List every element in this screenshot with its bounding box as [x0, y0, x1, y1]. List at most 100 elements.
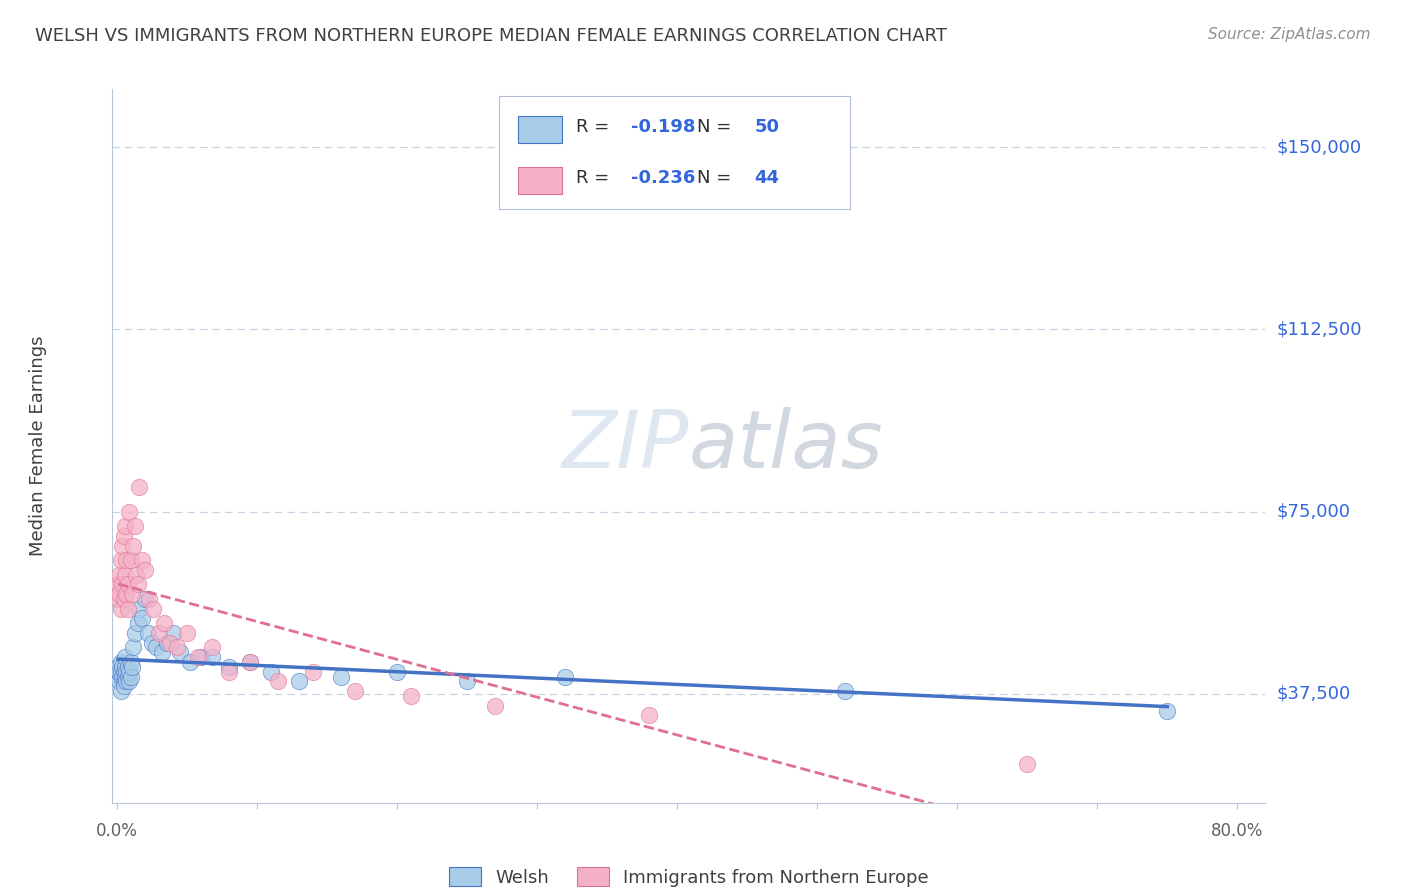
- Point: [107, 577, 129, 591]
- Point: [117, 670, 139, 684]
- Point: [153, 616, 176, 631]
- Point: [111, 539, 134, 553]
- Point: [114, 650, 136, 665]
- Point: [110, 655, 132, 669]
- Point: [834, 684, 856, 698]
- Point: [114, 567, 136, 582]
- Point: [1017, 756, 1039, 771]
- Point: [118, 674, 141, 689]
- Point: [125, 567, 148, 582]
- Point: [107, 591, 129, 606]
- Point: [110, 684, 132, 698]
- Point: [166, 640, 188, 655]
- Text: R =: R =: [576, 169, 614, 187]
- Point: [638, 708, 661, 723]
- Text: 80.0%: 80.0%: [1211, 822, 1264, 840]
- Point: [124, 519, 146, 533]
- Point: [122, 539, 145, 553]
- Point: [150, 645, 173, 659]
- Point: [128, 601, 150, 615]
- Point: [111, 670, 134, 684]
- Point: [108, 567, 131, 582]
- Point: [239, 655, 262, 669]
- Point: [112, 529, 135, 543]
- Point: [121, 660, 143, 674]
- Point: [134, 563, 156, 577]
- Point: [136, 626, 159, 640]
- Point: [169, 645, 191, 659]
- Point: [131, 611, 153, 625]
- Point: [118, 504, 141, 518]
- Point: [110, 601, 132, 615]
- Text: R =: R =: [576, 118, 614, 136]
- Point: [124, 626, 146, 640]
- Point: [399, 689, 422, 703]
- Point: [131, 553, 153, 567]
- Point: [187, 650, 209, 665]
- Point: [114, 670, 136, 684]
- Text: -0.198: -0.198: [631, 118, 696, 136]
- Point: [120, 655, 142, 669]
- Point: [239, 655, 262, 669]
- Point: [201, 640, 224, 655]
- Point: [117, 577, 139, 591]
- Point: [115, 674, 138, 689]
- Point: [111, 660, 134, 674]
- Point: [343, 684, 366, 698]
- Point: [128, 480, 150, 494]
- Point: [108, 674, 131, 689]
- Point: [108, 587, 131, 601]
- Point: [288, 674, 311, 689]
- Point: [145, 640, 167, 655]
- Point: [218, 660, 240, 674]
- Point: [159, 635, 181, 649]
- Point: [107, 660, 129, 674]
- Point: [148, 626, 170, 640]
- Text: ZIP: ZIP: [561, 407, 689, 485]
- Point: [112, 679, 135, 693]
- Point: [112, 674, 135, 689]
- Point: [114, 519, 136, 533]
- Point: [111, 577, 134, 591]
- Point: [127, 616, 149, 631]
- Point: [260, 665, 283, 679]
- Point: [554, 670, 576, 684]
- Bar: [519, 116, 562, 143]
- Text: $112,500: $112,500: [1277, 320, 1362, 338]
- Point: [107, 670, 129, 684]
- Point: [218, 665, 240, 679]
- Text: N =: N =: [697, 169, 737, 187]
- Point: [114, 660, 136, 674]
- Point: [115, 587, 138, 601]
- Point: [329, 670, 352, 684]
- Point: [112, 591, 135, 606]
- Point: [484, 698, 506, 713]
- Text: $37,500: $37,500: [1277, 684, 1351, 703]
- Point: [385, 665, 408, 679]
- Point: [142, 601, 165, 615]
- Text: WELSH VS IMMIGRANTS FROM NORTHERN EUROPE MEDIAN FEMALE EARNINGS CORRELATION CHAR: WELSH VS IMMIGRANTS FROM NORTHERN EUROPE…: [35, 27, 948, 45]
- Point: [179, 655, 201, 669]
- Point: [176, 626, 198, 640]
- Point: [1156, 704, 1178, 718]
- Point: [190, 650, 212, 665]
- Point: [122, 640, 145, 655]
- Point: [118, 665, 141, 679]
- Text: 44: 44: [755, 169, 780, 187]
- Bar: [519, 167, 562, 194]
- Point: [110, 665, 132, 679]
- Text: -0.236: -0.236: [631, 169, 696, 187]
- Text: 0.0%: 0.0%: [96, 822, 138, 840]
- Point: [162, 626, 184, 640]
- Point: [138, 591, 160, 606]
- Point: [110, 553, 132, 567]
- Text: $75,000: $75,000: [1277, 502, 1351, 521]
- Point: [301, 665, 323, 679]
- Point: [267, 674, 290, 689]
- Point: [121, 587, 143, 601]
- Point: [112, 665, 135, 679]
- Point: [134, 591, 156, 606]
- Point: [156, 635, 179, 649]
- Text: 50: 50: [755, 118, 780, 136]
- Text: atlas: atlas: [689, 407, 884, 485]
